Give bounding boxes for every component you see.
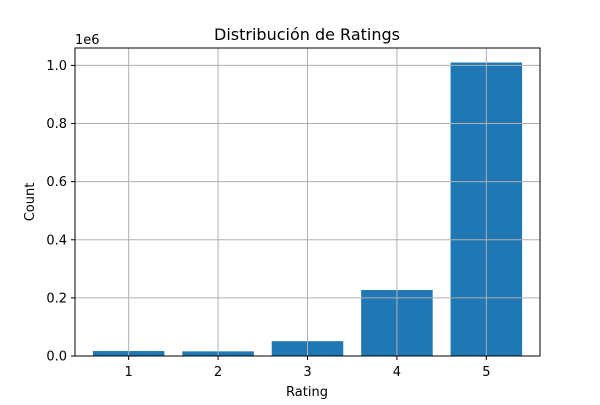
chart-title: Distribución de Ratings xyxy=(214,25,400,44)
y-tick-label-5: 1.0 xyxy=(46,59,67,74)
y-tick-label-0: 0.0 xyxy=(46,350,67,365)
y-tick-label-1: 0.2 xyxy=(46,291,67,306)
x-tick-label-1: 1 xyxy=(125,365,133,380)
x-tick-label-3: 3 xyxy=(303,365,311,380)
y-tick-label-4: 0.8 xyxy=(46,117,67,132)
x-tick-label-2: 2 xyxy=(214,365,222,380)
x-tick-label-5: 5 xyxy=(482,365,490,380)
x-axis-label: Rating xyxy=(286,385,328,400)
y-tick-label-3: 0.6 xyxy=(46,175,67,190)
axis-layer: 1 2 3 4 5 0.0 0.2 0.4 0.6 0.8 1.0 xyxy=(46,47,541,380)
y-axis-label: Count xyxy=(23,183,38,222)
y-tick-label-2: 0.4 xyxy=(46,233,67,248)
y-offset-text: 1e6 xyxy=(75,33,100,48)
x-tick-label-4: 4 xyxy=(393,365,401,380)
